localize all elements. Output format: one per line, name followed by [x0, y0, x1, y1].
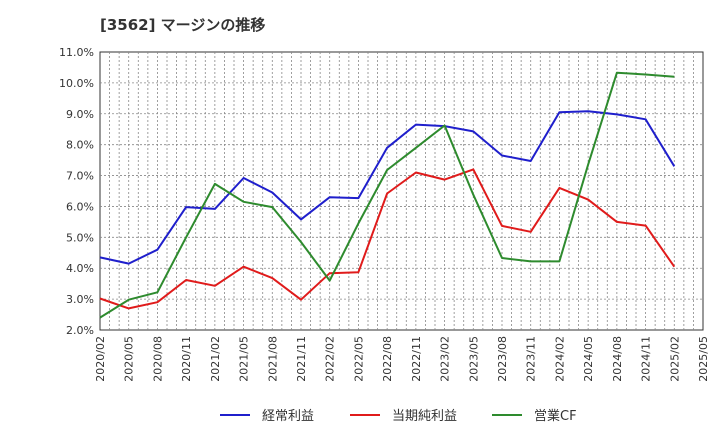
x-tick-label: 2022/11: [410, 336, 423, 382]
x-tick-label: 2020/02: [94, 336, 107, 382]
x-tick-label: 2022/08: [381, 336, 394, 382]
x-tick-label: 2020/11: [180, 336, 193, 382]
x-tick-label: 2021/02: [209, 336, 222, 382]
x-tick-label: 2021/08: [266, 336, 279, 382]
x-tick-label: 2025/05: [697, 336, 710, 382]
y-tick-label: 10.0%: [59, 77, 94, 90]
chart-title: [3562] マージンの推移: [100, 16, 266, 34]
plot-area: [99, 51, 704, 331]
x-tick-label: 2023/11: [525, 336, 538, 382]
legend: 経常利益 当期純利益 営業CF: [220, 408, 577, 424]
y-tick-label: 3.0%: [66, 293, 94, 306]
x-tick-label: 2021/05: [238, 336, 251, 382]
y-tick-label: 8.0%: [66, 139, 94, 152]
y-tick-labels: 2.0% 3.0% 4.0% 5.0% 6.0% 7.0% 8.0% 9.0% 10.0% 11.…: [59, 46, 94, 337]
x-tick-label: 2022/02: [324, 336, 337, 382]
x-tick-label: 2021/11: [295, 336, 308, 382]
legend-label-3: 営業CF: [534, 408, 577, 424]
y-tick-label: 5.0%: [66, 231, 94, 244]
series-layer: [99, 71, 676, 319]
x-tick-label: 2024/11: [640, 336, 653, 382]
x-tick-label: 2023/05: [467, 336, 480, 382]
series-line-3: [99, 71, 675, 319]
y-tick-label: 6.0%: [66, 200, 94, 213]
legend-label-2: 当期純利益: [392, 409, 457, 424]
x-tick-label: 2020/05: [123, 336, 136, 382]
x-tick-label: 2022/05: [352, 336, 365, 382]
y-tick-label: 9.0%: [66, 108, 94, 121]
x-tick-label: 2023/02: [439, 336, 452, 382]
x-tick-label: 2024/05: [582, 336, 595, 382]
x-tick-label: 2023/08: [496, 336, 509, 382]
x-tick-label: 2020/08: [151, 336, 164, 382]
y-tick-label: 4.0%: [66, 262, 94, 275]
series-line-1: [99, 110, 676, 265]
x-tick-labels: 2020/02 2020/05 2020/08 2020/11 2021/02 2021/…: [94, 336, 710, 382]
grid-layer: [100, 52, 703, 330]
x-tick-label: 2024/08: [611, 336, 624, 382]
y-tick-label: 11.0%: [59, 46, 94, 59]
x-tick-label: 2025/02: [668, 336, 681, 382]
x-tick-label: 2024/02: [553, 336, 566, 382]
legend-label-1: 経常利益: [262, 409, 314, 424]
y-tick-label: 7.0%: [66, 170, 94, 183]
y-tick-label: 2.0%: [66, 324, 94, 337]
